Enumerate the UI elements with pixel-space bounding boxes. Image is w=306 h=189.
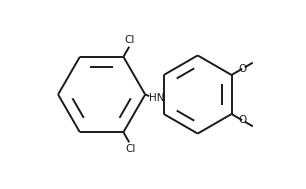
Text: HN: HN	[149, 93, 164, 103]
Text: O: O	[238, 64, 246, 74]
Text: O: O	[238, 115, 246, 125]
Text: Cl: Cl	[125, 144, 136, 154]
Text: Cl: Cl	[124, 35, 134, 45]
